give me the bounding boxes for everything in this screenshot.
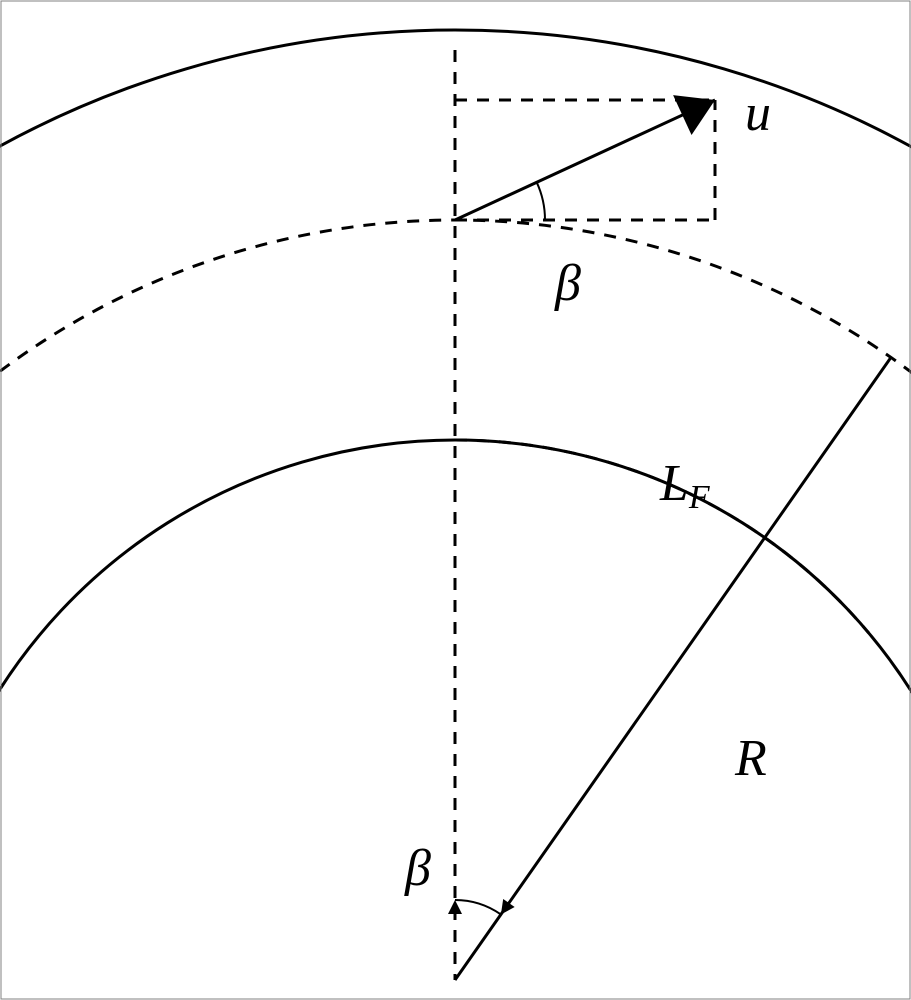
- beta-arc-arrowhead: [448, 900, 462, 914]
- label-lf: LF: [659, 455, 711, 516]
- label-beta-bottom: β: [404, 840, 431, 897]
- u-vector-line: [455, 100, 715, 220]
- label-r: R: [734, 730, 767, 787]
- label-lf-sub: F: [688, 479, 711, 516]
- beta-arc-top: [537, 182, 545, 220]
- label-u: u: [745, 85, 771, 142]
- label-beta-top: β: [554, 255, 581, 312]
- radius-line: [455, 357, 891, 980]
- beta-arc-arrowhead: [501, 899, 515, 914]
- beta-arc-bottom: [455, 900, 501, 914]
